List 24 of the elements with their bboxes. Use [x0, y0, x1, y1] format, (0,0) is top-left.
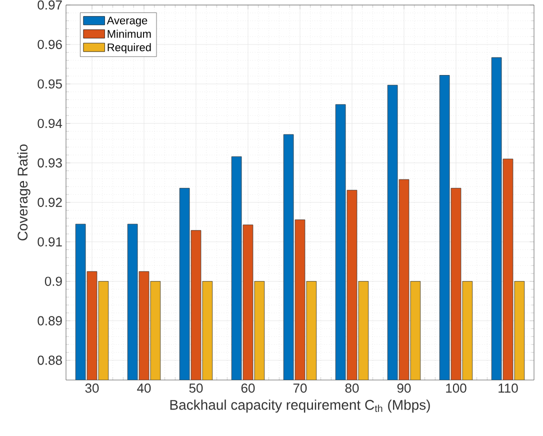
y-tick-label: 0.97	[38, 0, 62, 10]
y-tick-label: 0.9	[44, 276, 62, 286]
y-tick-label: 0.92	[38, 198, 62, 207]
legend-label: Minimum	[108, 30, 151, 38]
x-tick-label: 30	[85, 384, 99, 393]
x-tick-label: 110	[498, 384, 518, 393]
y-tick-label: 0.88	[38, 356, 62, 365]
y-tick-label: 0.91	[38, 237, 62, 246]
legend-label: Required	[108, 43, 151, 54]
x-tick-label: 80	[345, 384, 359, 393]
x-axis-title: Backhaul capacity requirement C$_{th}$ (Mbps)	[170, 400, 430, 413]
x-tick-label: 70	[293, 384, 307, 393]
y-tick-label: 0.94	[38, 118, 62, 128]
x-tick-label: 50	[189, 384, 203, 393]
y-axis-title: Coverage Ratio	[17, 144, 30, 240]
x-tick-label: 40	[137, 384, 151, 393]
y-tick-label: 0.96	[38, 40, 62, 50]
y-tick-label: 0.89	[38, 316, 62, 326]
x-tick-label: 100	[446, 384, 466, 393]
x-tick-label: 90	[397, 384, 411, 393]
x-tick-label: 60	[241, 384, 255, 393]
y-tick-label: 0.93	[38, 158, 62, 168]
y-tick-label: 0.95	[38, 79, 62, 89]
legend-label: Average	[106, 16, 148, 27]
